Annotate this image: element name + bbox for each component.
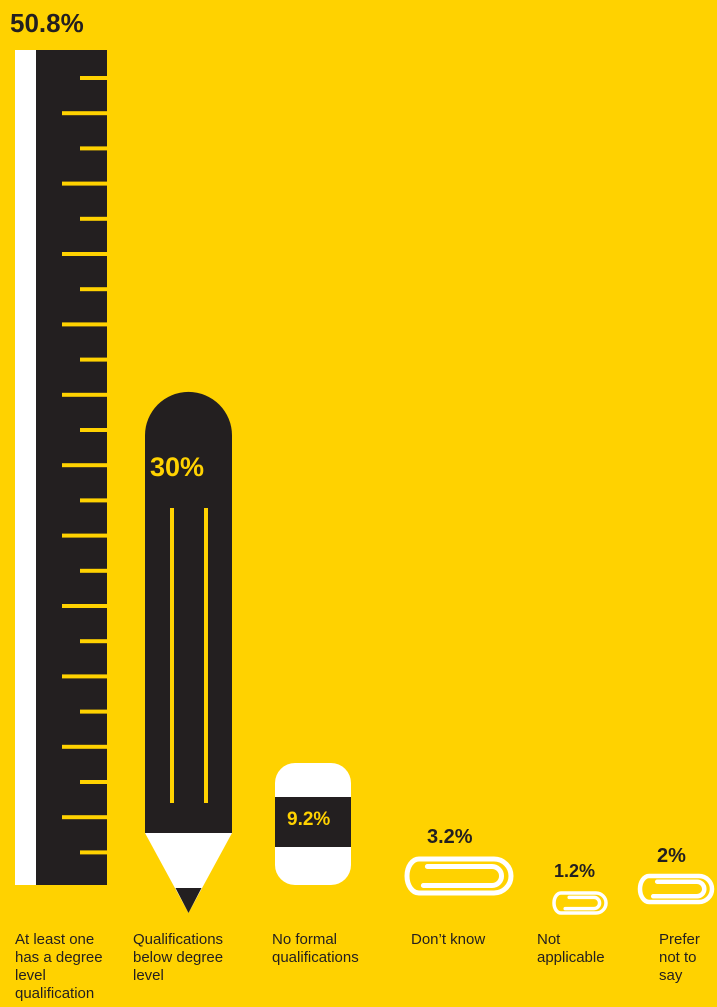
category-label: No formal qualifications: [272, 931, 359, 966]
category-label: Not applicable: [537, 931, 605, 966]
ruler-tick: [80, 216, 107, 221]
category-label: At least one has a degree level qualific…: [15, 931, 103, 1002]
pencil-body: [145, 391, 232, 833]
ruler-icon: [15, 50, 107, 885]
ruler-tick: [80, 709, 107, 714]
paperclip-inner: [420, 863, 504, 889]
ruler-tick: [62, 463, 107, 468]
ruler-tick: [62, 392, 107, 397]
ruler-tick: [80, 780, 107, 784]
ruler-tick: [62, 533, 107, 538]
paperclip-outer: [552, 891, 608, 915]
data-label: 2%: [657, 845, 686, 867]
ruler-tick: [80, 639, 107, 644]
ruler-tick: [62, 181, 107, 186]
ruler-tick: [80, 146, 107, 151]
pencil-icon: [145, 391, 232, 913]
ruler-tick: [62, 744, 107, 749]
eraser-sleeve: [275, 797, 351, 847]
ruler-tick: [62, 674, 107, 679]
ruler-tick: [80, 76, 107, 80]
paperclip-icon: [552, 891, 608, 915]
ruler-tick: [80, 357, 107, 362]
data-label: 9.2%: [287, 809, 331, 830]
ruler-tick: [62, 111, 107, 116]
data-label: 3.2%: [427, 826, 473, 848]
data-label: 50.8%: [10, 8, 84, 38]
pencil-lead: [175, 888, 202, 913]
ruler-tick: [62, 322, 107, 327]
ruler-tick: [80, 428, 107, 432]
paperclip-outer: [637, 873, 715, 905]
pencil-stripe: [170, 508, 174, 803]
pencil-tip: [145, 833, 232, 913]
data-label: 30%: [150, 452, 205, 482]
ruler-tick: [62, 252, 107, 256]
ruler-tick: [80, 287, 107, 292]
ruler-tick: [80, 568, 107, 573]
ruler-tick: [62, 815, 107, 820]
paperclip-inner: [563, 895, 602, 911]
pencil-stripe: [204, 508, 208, 803]
ruler-tick: [80, 498, 107, 503]
ruler-tick: [62, 604, 107, 608]
paperclip-outer: [404, 856, 514, 896]
eraser-icon: [275, 763, 351, 885]
category-label: Don’t know: [411, 931, 486, 948]
ruler-edge: [15, 50, 36, 885]
paperclip-icon: [404, 856, 514, 896]
category-label: Prefer not to say: [659, 931, 700, 984]
paperclip-icon: [637, 873, 715, 905]
data-label: 1.2%: [554, 861, 596, 881]
ruler-tick: [80, 850, 107, 855]
ruler-bar: [36, 50, 107, 885]
paperclip-inner: [650, 879, 707, 899]
category-label: Qualifications below degree level: [133, 931, 224, 984]
